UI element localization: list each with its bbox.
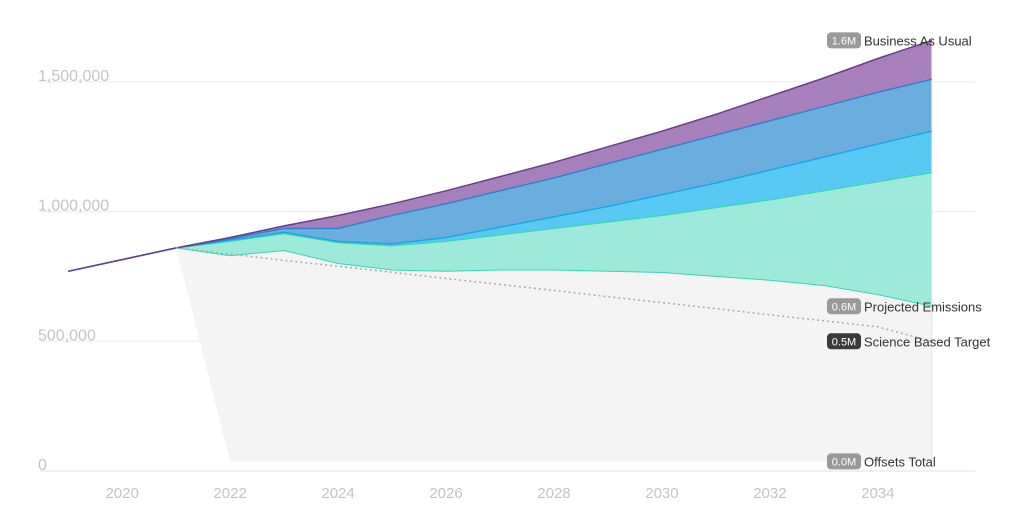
offsets-total-badge xyxy=(827,453,861,470)
offsets-area xyxy=(176,247,932,462)
projected-emissions-badge xyxy=(827,298,861,315)
projected-emissions-badge-value: 0.6M xyxy=(832,301,856,313)
science-based-target-badge-value: 0.5M xyxy=(832,336,856,348)
projected-lower-line xyxy=(68,247,932,307)
y-tick-label-1000000: 1,000,000 xyxy=(38,198,109,215)
y-tick-label-0: 0 xyxy=(38,457,47,474)
business-as-usual-line xyxy=(68,39,933,273)
y-tick-label-500000: 500,000 xyxy=(38,327,96,344)
x-tick-label-2028: 2028 xyxy=(537,485,570,502)
science-based-target-badge xyxy=(827,333,861,350)
x-tick-label-2026: 2026 xyxy=(429,485,462,502)
projected-emissions-label: Projected Emissions xyxy=(864,299,982,314)
projected-emissions-line xyxy=(68,172,932,272)
reduction-band-upper-line xyxy=(68,78,932,272)
x-tick-label-2030: 2030 xyxy=(645,485,678,502)
offsets-total-label: Offsets Total xyxy=(864,454,936,469)
y-tick-label-1500000: 1,500,000 xyxy=(38,68,109,85)
science-based-target-label: Science Based Target xyxy=(864,334,991,349)
business-as-usual-badge-value: 1.6M xyxy=(832,35,856,47)
x-tick-label-2020: 2020 xyxy=(105,485,138,502)
business-as-usual-badge xyxy=(827,32,861,49)
x-tick-label-2024: 2024 xyxy=(321,485,354,502)
reduction-band-middle-line xyxy=(68,130,932,272)
offsets-total-badge-value: 0.0M xyxy=(832,456,856,468)
business-as-usual-label: Business As Usual xyxy=(864,33,972,48)
x-tick-label-2032: 2032 xyxy=(753,485,786,502)
x-tick-label-2022: 2022 xyxy=(213,485,246,502)
x-tick-label-2034: 2034 xyxy=(861,485,894,502)
projected-emissions-area xyxy=(68,172,932,307)
science-based-target-line xyxy=(176,247,932,343)
